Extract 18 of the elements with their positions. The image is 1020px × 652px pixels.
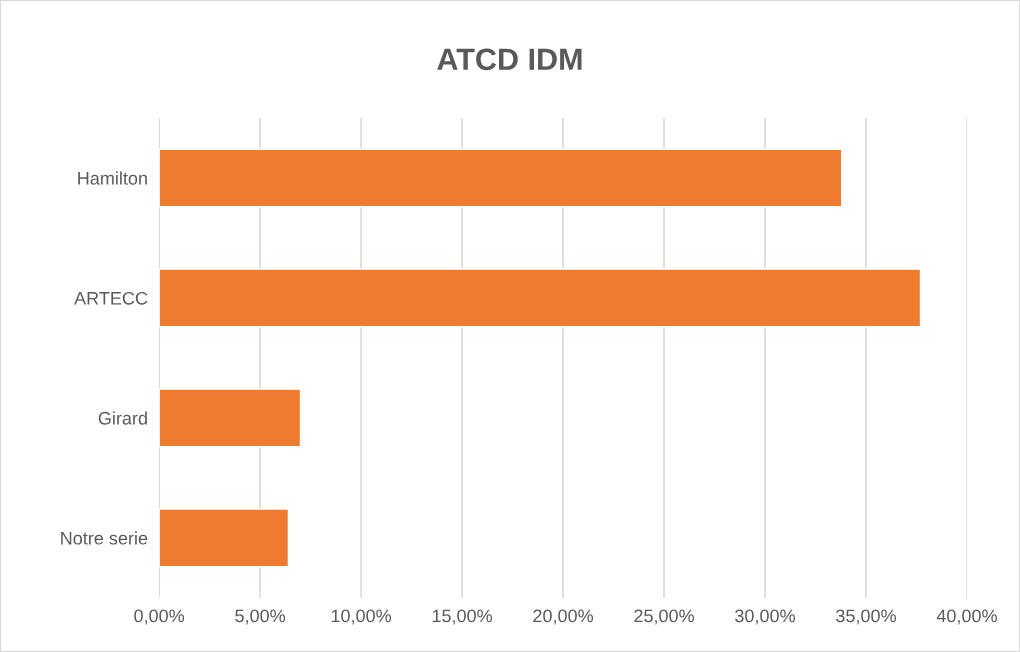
y-tick-label: Girard (98, 411, 147, 425)
x-tick-label: 35,00% (836, 609, 896, 625)
chart-title: ATCD IDM (437, 48, 582, 71)
x-tick-label: 5,00% (235, 609, 286, 625)
x-tick-label: 0,00% (134, 609, 185, 625)
bar (159, 508, 290, 568)
x-tick-label: 10,00% (331, 609, 392, 625)
y-tick-label: ARTECC (74, 291, 148, 305)
x-tick-label: 40,00% (936, 609, 997, 625)
x-tick-label: 30,00% (735, 609, 795, 625)
bar (159, 268, 922, 328)
bar (159, 148, 843, 208)
bar (159, 388, 302, 448)
y-tick-label: Notre serie (61, 531, 148, 545)
x-tick-label: 20,00% (533, 609, 594, 625)
x-tick-label: 15,00% (432, 609, 493, 625)
x-tick-label: 25,00% (634, 609, 694, 625)
y-tick-label: Hamilton (78, 171, 147, 185)
